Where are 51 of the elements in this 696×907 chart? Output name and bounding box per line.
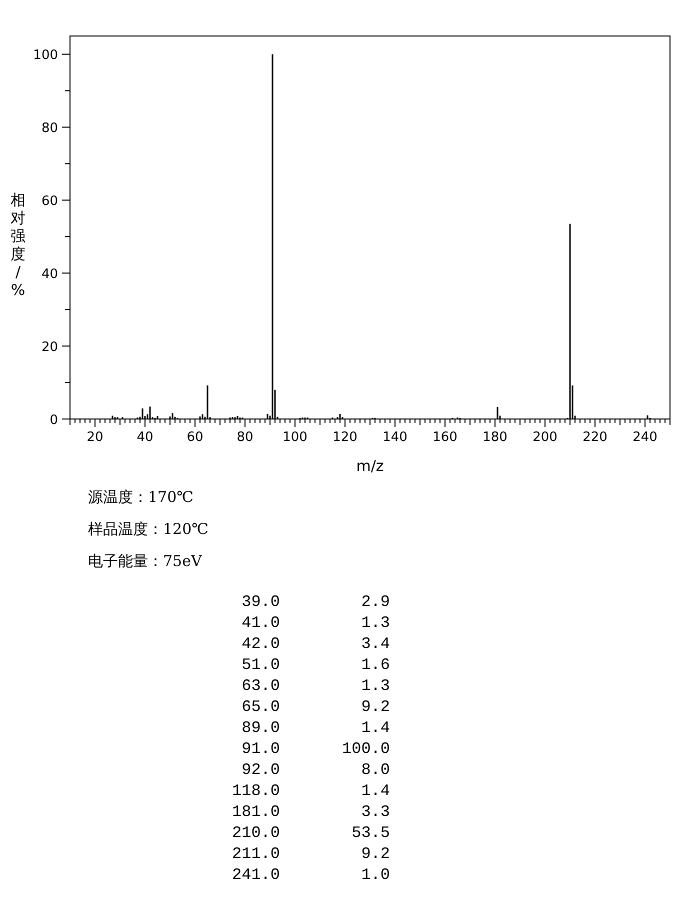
text: 电子能量：75eV <box>88 552 203 570</box>
x-tick-label: 160 <box>432 430 458 445</box>
x-axis-title: m/z <box>356 457 384 475</box>
y-tick-label: 20 <box>41 340 58 356</box>
category-label: 63.0 <box>242 677 280 695</box>
category-label: 92.0 <box>242 761 280 779</box>
x-tick-label: 40 <box>136 430 154 445</box>
category-label: 118.0 <box>232 782 280 800</box>
x-tick-label: 100 <box>282 430 308 445</box>
category-label: 181.0 <box>232 803 280 821</box>
x-tick-label: 120 <box>332 430 358 445</box>
x-tick-label: 80 <box>236 430 254 445</box>
category-label: 39.0 <box>242 593 280 611</box>
text: 3.3 <box>361 803 390 821</box>
category-label: 42.0 <box>242 635 280 653</box>
text: 1.0 <box>361 866 390 884</box>
text: 2.9 <box>361 593 390 611</box>
category-label: 211.0 <box>232 845 280 863</box>
x-tick-label: 220 <box>582 430 608 445</box>
y-tick-label: 60 <box>41 194 58 210</box>
x-tick-label: 200 <box>532 430 558 445</box>
text: 1.3 <box>361 614 390 632</box>
x-tick-label: 140 <box>382 430 408 445</box>
y-tick-label: 40 <box>41 267 58 282</box>
y-tick-label: 80 <box>41 121 58 136</box>
x-tick-label: 60 <box>186 430 204 445</box>
category-label: 41.0 <box>242 614 280 632</box>
text: 1.4 <box>361 782 390 800</box>
text: 9.2 <box>361 698 390 716</box>
y-tick-label: 0 <box>50 413 58 428</box>
category-label: 241.0 <box>232 866 280 884</box>
category-label: 65.0 <box>242 698 280 716</box>
x-tick-label: 180 <box>482 430 508 445</box>
text: 样品温度：120℃ <box>88 520 208 538</box>
text: 53.5 <box>352 824 390 842</box>
x-tick-label: 240 <box>632 430 658 445</box>
text: 1.4 <box>361 719 390 737</box>
y-tick-label: 100 <box>33 48 58 64</box>
text: 源温度：170℃ <box>88 488 194 506</box>
category-label: 210.0 <box>232 824 280 842</box>
category-label: 51.0 <box>242 656 280 674</box>
x-tick-label: 20 <box>86 430 104 445</box>
category-label: 89.0 <box>242 719 280 737</box>
y-axis-title: 相对强度/% <box>10 191 26 299</box>
text: 1.6 <box>361 656 390 674</box>
text: 9.2 <box>361 845 390 863</box>
category-label: 91.0 <box>242 740 280 758</box>
text: 1.3 <box>361 677 390 695</box>
text: 100.0 <box>342 740 390 758</box>
text: 8.0 <box>361 761 390 779</box>
text: 3.4 <box>361 635 390 653</box>
